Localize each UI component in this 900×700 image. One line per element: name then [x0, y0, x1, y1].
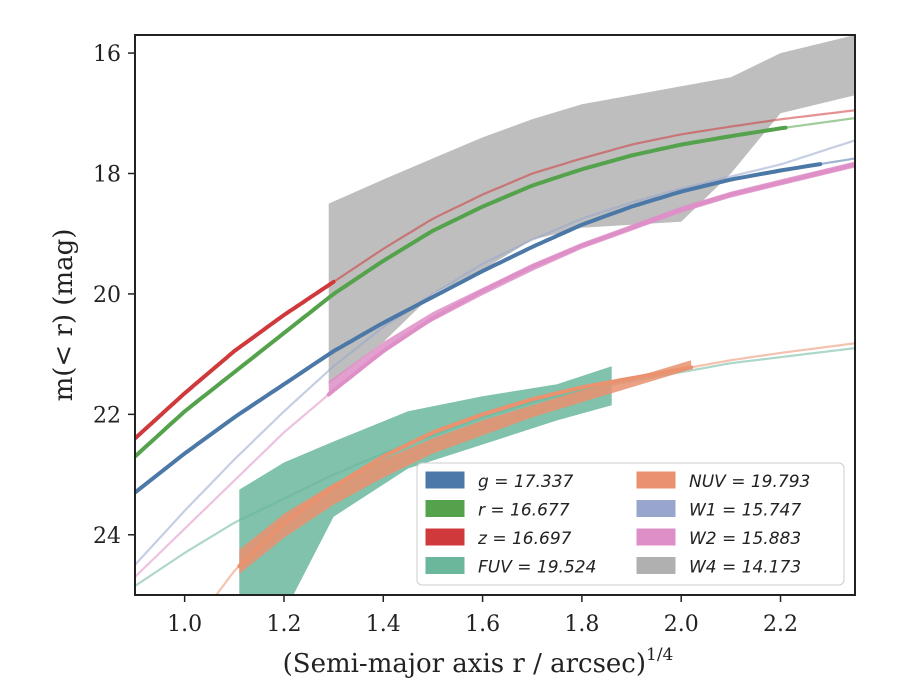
legend-swatch-g: [425, 471, 465, 489]
legend-label-w1: W1 = 15.747: [689, 501, 801, 521]
x-tick-label: 2.2: [763, 612, 798, 637]
legend-swatch-w2: [636, 528, 676, 546]
x-tick-label: 1.6: [465, 612, 500, 637]
legend: g = 17.337 r = 16.677 z = 16.697 FUV = 19.5…: [416, 462, 845, 586]
legend-label-nuv: NUV = 19.793: [689, 472, 810, 492]
legend-swatch-nuv: [636, 471, 676, 489]
series-r-data: [135, 125, 788, 459]
y-axis-label: m(< r) (mag): [49, 229, 79, 402]
legend-label-r: r = 16.677: [478, 501, 570, 521]
y-tick-label: 16: [93, 42, 121, 67]
band-w4: [328, 35, 855, 385]
x-axis-label: (Semi-major axis r / arcsec)1/4: [283, 645, 674, 679]
x-tick-label: 2.0: [664, 612, 699, 637]
legend-swatch-z: [425, 528, 465, 546]
ticks-layer: 1.0 1.2 1.4 1.6 1.8 2.0 2.2 16 18 20 22 24: [93, 42, 798, 637]
plot-frame: [134, 34, 856, 596]
x-tick-label: 1.2: [266, 612, 301, 637]
series-fuv-model: [135, 347, 855, 588]
y-tick-label: 24: [93, 524, 121, 549]
legend-label-fuv: FUV = 19.524: [478, 558, 596, 578]
legend-swatch-r: [425, 500, 465, 517]
series-layer: [135, 35, 855, 595]
y-tick-label: 22: [93, 403, 121, 428]
series-w1-model: [135, 139, 855, 566]
x-axis-label-text: (Semi-major axis r / arcsec): [283, 649, 646, 679]
legend-swatch-fuv: [425, 557, 465, 574]
svg-text:(Semi-major axis r / arcsec)1/: (Semi-major axis r / arcsec)1/4: [283, 645, 674, 679]
legend-label-w2: W2 = 15.883: [689, 529, 801, 549]
y-tick-label: 20: [93, 283, 121, 308]
x-tick-label: 1.0: [167, 612, 202, 637]
band-nuv: [239, 360, 692, 574]
legend-label-w4: W4 = 14.173: [689, 558, 801, 578]
legend-swatch-w1: [636, 500, 676, 517]
band-fuv: [239, 366, 612, 595]
legend-swatch-w4: [636, 557, 676, 574]
x-tick-label: 1.4: [366, 612, 401, 637]
legend-box: [416, 462, 845, 586]
legend-label-g: g = 17.337: [478, 472, 574, 492]
x-tick-label: 1.8: [564, 612, 599, 637]
y-tick-label: 18: [93, 162, 121, 187]
x-axis-label-superscript: 1/4: [646, 645, 673, 665]
legend-label-z: z = 16.697: [477, 529, 572, 549]
series-g-data: [135, 162, 823, 495]
series-z-data: [135, 279, 336, 441]
